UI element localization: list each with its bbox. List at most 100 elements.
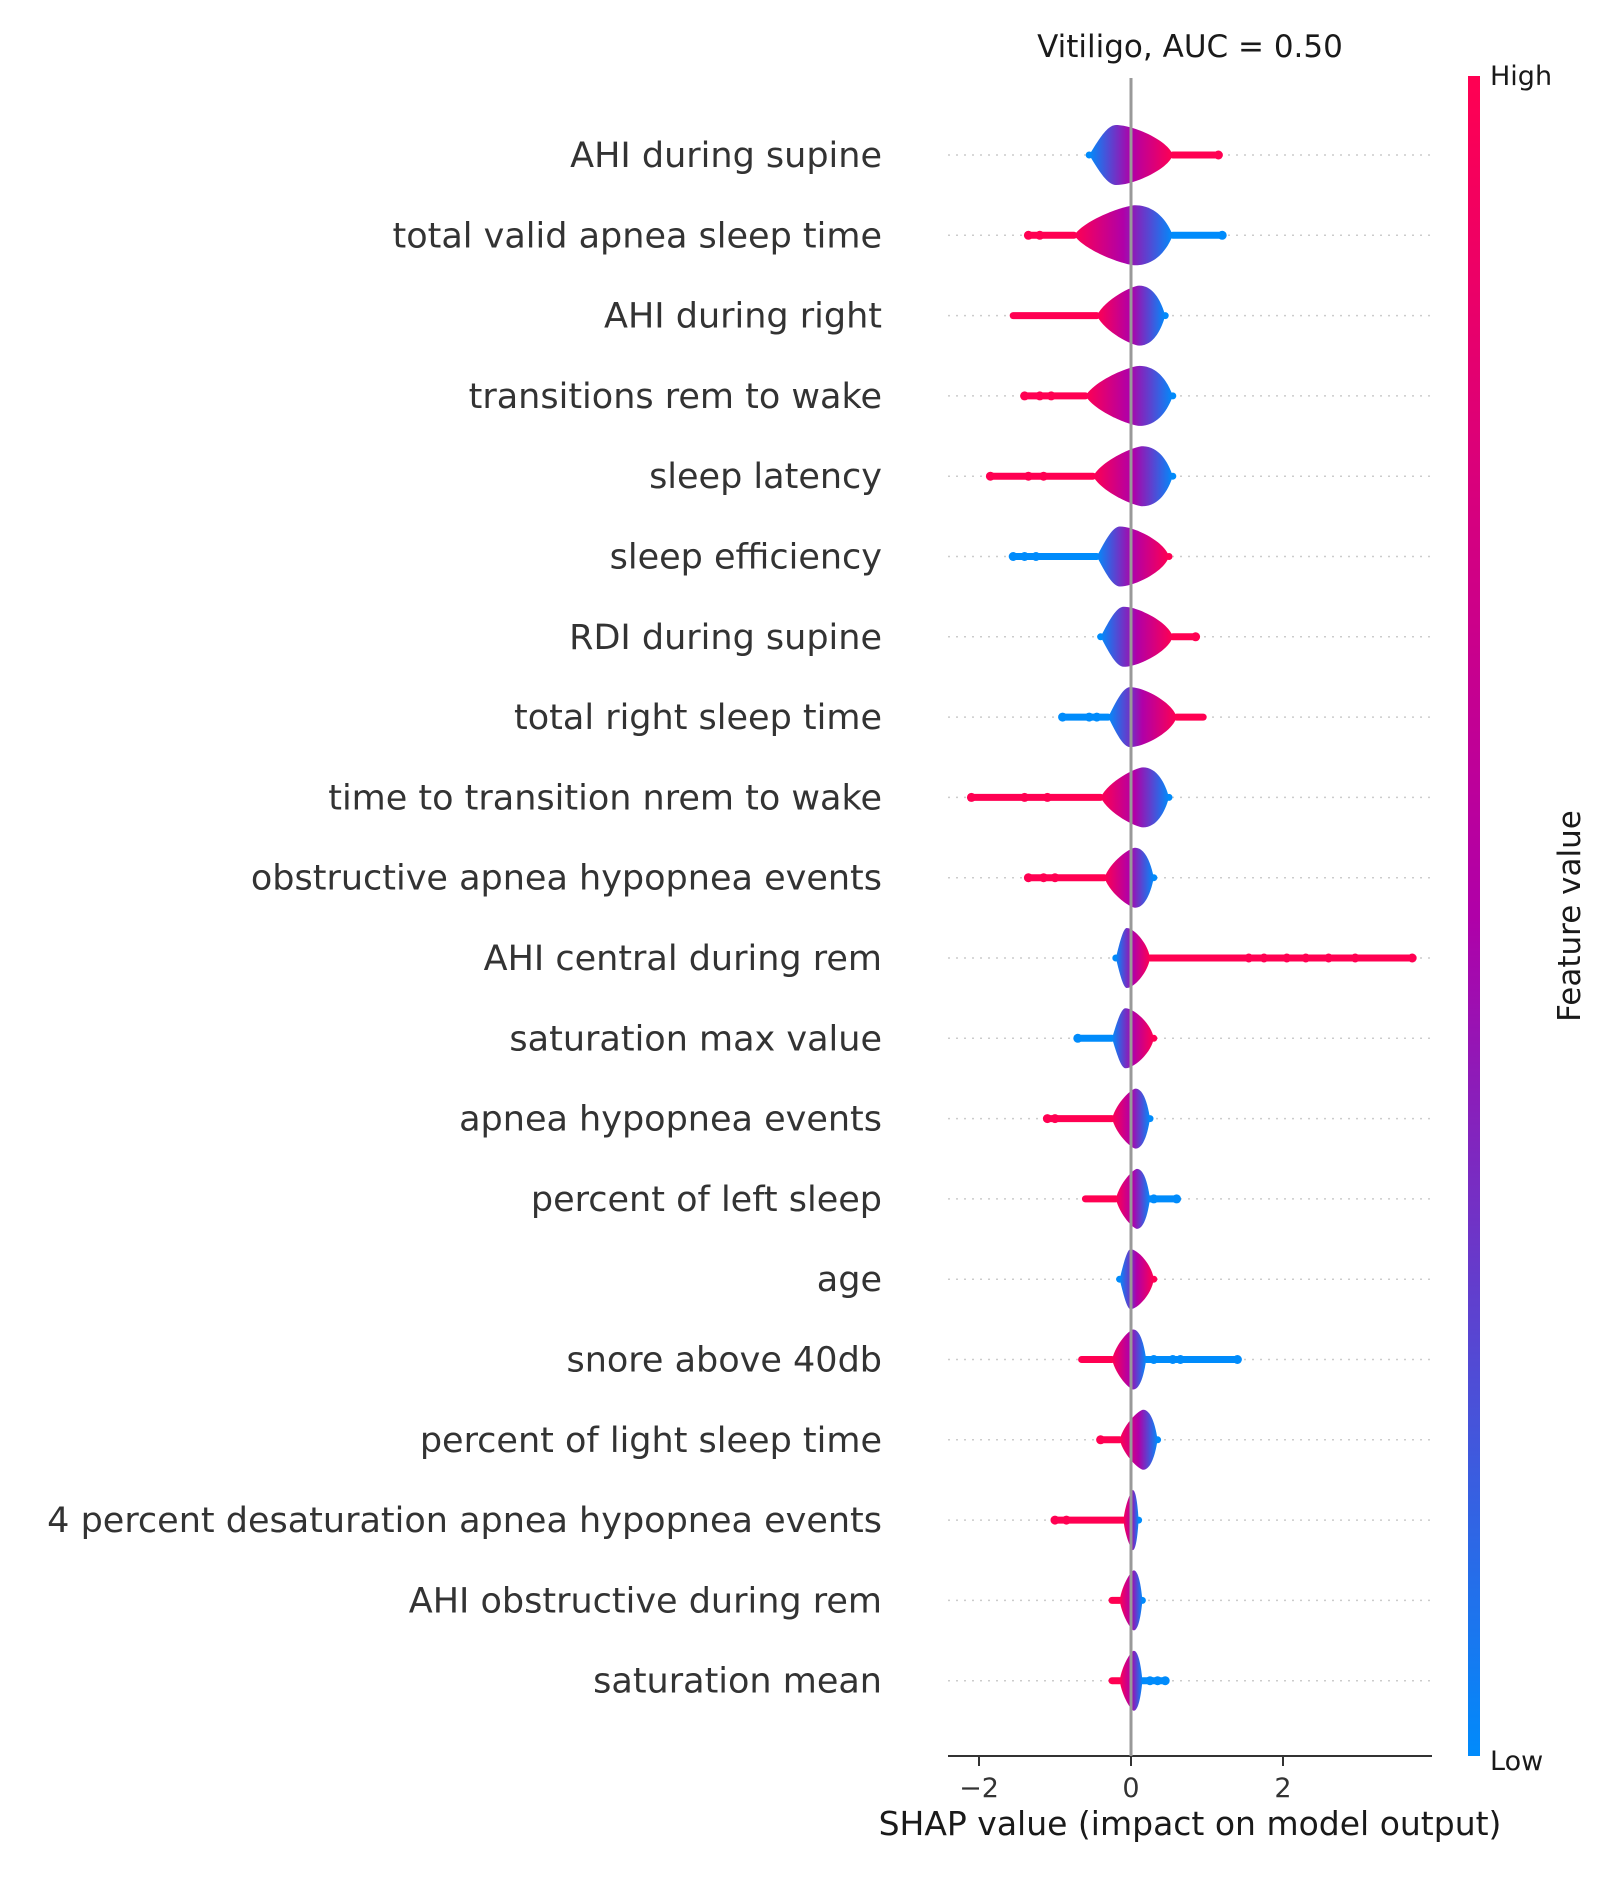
feature-label: RDI during supine [569, 618, 882, 658]
outlier-point [1145, 1676, 1155, 1686]
violin-body [1100, 606, 1173, 667]
outlier-point [1035, 391, 1045, 401]
outlier-point [1020, 792, 1030, 802]
feature-label: total valid apnea sleep time [392, 216, 882, 256]
outlier-point [1023, 873, 1033, 883]
outlier-point [1350, 953, 1360, 963]
feature-label: saturation max value [509, 1019, 882, 1059]
feature-label: AHI obstructive during rem [409, 1581, 882, 1621]
violin-body [1093, 446, 1173, 507]
feature-row: AHI central during rem [484, 928, 1432, 988]
violin-body [1115, 928, 1150, 988]
feature-label: AHI central during rem [484, 939, 882, 979]
feature-row: saturation max value [509, 1008, 1432, 1069]
colorbar-high-label: High [1490, 61, 1552, 92]
outlier-point [1050, 873, 1060, 883]
outlier-point [1092, 712, 1102, 722]
outlier-point [1096, 1435, 1106, 1445]
outlier-point [1301, 953, 1311, 963]
feature-row: percent of light sleep time [420, 1409, 1432, 1470]
outlier-point [1020, 552, 1030, 561]
feature-row: RDI during supine [569, 606, 1432, 667]
feature-row: age [817, 1249, 1432, 1310]
feature-label: snore above 40db [566, 1341, 882, 1381]
violin-body [1119, 1409, 1158, 1470]
feature-row: obstructive apnea hypopnea events [251, 847, 1432, 908]
feature-label: sleep latency [649, 457, 882, 497]
colorbar [1468, 76, 1480, 1756]
feature-row: snore above 40db [566, 1329, 1432, 1390]
feature-row: percent of left sleep [531, 1168, 1432, 1229]
x-axis-ticks: −2 0 2 [959, 1756, 1292, 1804]
chart-title: Vitiligo, AUC = 0.50 [1037, 29, 1343, 65]
outlier-point [1058, 712, 1068, 722]
outlier-point [1191, 632, 1201, 642]
feature-row: total valid apnea sleep time [392, 205, 1432, 266]
outlier-point [985, 471, 995, 481]
feature-label: obstructive apnea hypopnea events [251, 859, 882, 899]
feature-label: AHI during supine [570, 136, 882, 176]
feature-row: transitions rem to wake [469, 365, 1432, 426]
outlier-point [1073, 1033, 1083, 1043]
outlier-point [1149, 1194, 1159, 1204]
outlier-point [1324, 953, 1334, 963]
outlier-point [1046, 391, 1056, 401]
feature-label: time to transition nrem to wake [328, 778, 882, 818]
outlier-point [1149, 1355, 1159, 1364]
feature-label: saturation mean [593, 1662, 882, 1702]
outlier-point [1084, 712, 1094, 722]
x-tick-label: −2 [959, 1773, 999, 1804]
outlier-point [1061, 1515, 1071, 1525]
feature-label: 4 percent desaturation apnea hypopnea ev… [47, 1501, 882, 1541]
outlier-point [1023, 230, 1033, 240]
feature-rows: AHI during supine total valid apnea sleep… [47, 125, 1432, 1711]
feature-row: AHI during right [604, 285, 1432, 346]
outlier-point [1008, 552, 1018, 561]
outlier-point [1407, 953, 1417, 963]
violin-body [1115, 1168, 1150, 1229]
outlier-point [1042, 1114, 1052, 1124]
feature-row: apnea hypopnea events [459, 1088, 1432, 1149]
outlier-point [1050, 1515, 1060, 1525]
outlier-point [1175, 1355, 1185, 1364]
outlier-point [1153, 1676, 1163, 1686]
colorbar-title: Feature value [1552, 810, 1588, 1022]
outlier-point [1023, 471, 1033, 481]
outlier-point [966, 792, 976, 802]
feature-label: sleep efficiency [610, 538, 882, 578]
outlier-point [1172, 1194, 1182, 1204]
violin-body [1112, 1008, 1154, 1069]
outlier-point [1213, 150, 1223, 160]
colorbar-low-label: Low [1490, 1746, 1543, 1777]
outlier-point [1259, 953, 1269, 963]
violin-body [1119, 1249, 1154, 1310]
feature-row: 4 percent desaturation apnea hypopnea ev… [47, 1490, 1432, 1551]
feature-row: time to transition nrem to wake [328, 767, 1432, 828]
outlier-point [1217, 230, 1227, 240]
violin-body [1100, 767, 1169, 828]
outlier-point [1039, 471, 1049, 481]
feature-label: AHI during right [604, 297, 882, 337]
violin-body [1085, 365, 1173, 426]
feature-row: AHI obstructive during rem [409, 1570, 1432, 1631]
x-axis-label: SHAP value (impact on model output) [879, 1804, 1502, 1843]
outlier-point [1042, 792, 1052, 802]
violin-body [1108, 687, 1177, 748]
outlier-point [1168, 1355, 1178, 1364]
violin-body [1074, 205, 1173, 266]
outlier-point [1031, 552, 1041, 561]
outlier-point [1050, 1114, 1060, 1124]
feature-label: apnea hypopnea events [459, 1100, 882, 1140]
feature-label: percent of light sleep time [420, 1421, 882, 1461]
outlier-point [1244, 953, 1254, 963]
outlier-point [1020, 391, 1030, 401]
outlier-point [1282, 953, 1292, 963]
feature-label: percent of left sleep [531, 1180, 882, 1220]
feature-row: AHI during supine [570, 125, 1432, 185]
feature-row: total right sleep time [514, 687, 1432, 748]
violin-body [1104, 847, 1154, 908]
violin-body [1112, 1329, 1147, 1390]
x-tick-label: 0 [1122, 1773, 1139, 1804]
feature-row: sleep latency [649, 446, 1432, 507]
